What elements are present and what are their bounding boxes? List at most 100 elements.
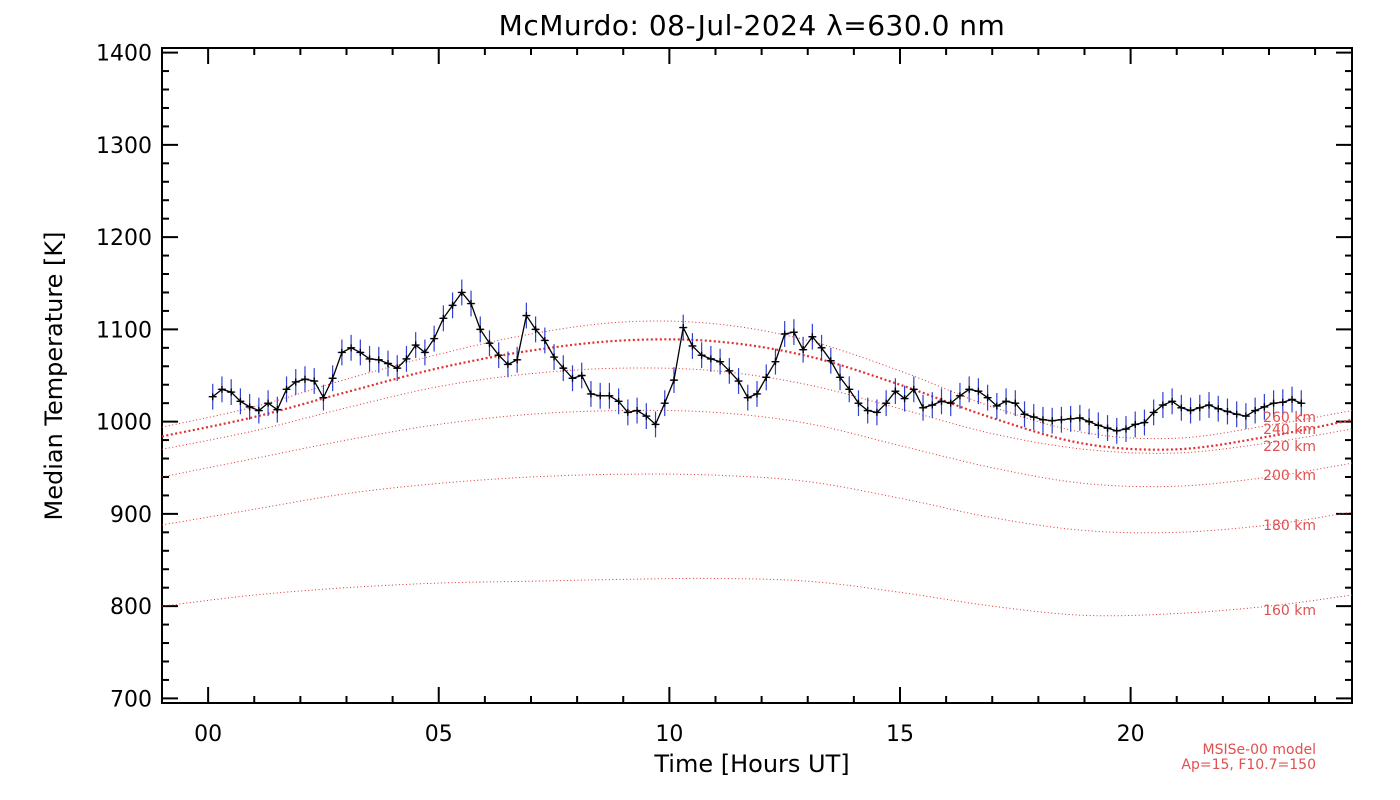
data-point	[301, 375, 309, 383]
y-tick-label: 1000	[96, 411, 152, 436]
model-curves	[161, 320, 1353, 617]
data-point	[771, 358, 779, 366]
data-point	[1288, 395, 1296, 403]
model-label: 240 km	[1263, 422, 1316, 438]
data-point	[375, 356, 383, 364]
y-axis-label: Median Temperature [K]	[40, 231, 68, 520]
data-point	[652, 420, 660, 428]
data-point	[569, 374, 577, 382]
x-tick-label: 10	[655, 722, 683, 747]
data-point	[901, 395, 909, 403]
data-point	[891, 387, 899, 395]
data-point	[1076, 414, 1084, 422]
data-point	[1205, 401, 1213, 409]
x-tick-label: 00	[194, 722, 222, 747]
data-point	[818, 344, 826, 352]
x-tick-label: 20	[1117, 722, 1145, 747]
y-tick-label: 900	[110, 503, 152, 528]
model-note-line-1: MSISe-00 model	[1202, 742, 1316, 758]
data-point	[1223, 407, 1231, 415]
data-point	[827, 357, 835, 365]
y-axis: 700 800 900 1000 1100 1200 1300 1400	[96, 42, 1352, 712]
data-point	[1113, 427, 1121, 435]
data-point	[744, 394, 752, 402]
data-point	[919, 404, 927, 412]
data-point	[679, 324, 687, 332]
data-point	[1067, 415, 1075, 423]
data-point	[246, 403, 254, 411]
model-curve-180-km	[161, 473, 1353, 534]
data-point	[1168, 397, 1176, 405]
data-point	[1196, 404, 1204, 412]
data-point	[1260, 403, 1268, 411]
model-curve-240-km	[161, 338, 1353, 451]
data-point	[522, 312, 530, 320]
data-point	[1242, 412, 1250, 420]
data-point	[366, 355, 374, 363]
data-point	[808, 333, 816, 341]
data-point	[356, 348, 364, 356]
data-point	[449, 301, 457, 309]
y-tick-label: 700	[110, 687, 152, 712]
data-point	[273, 406, 281, 414]
data-point	[799, 346, 807, 354]
data-point	[476, 325, 484, 333]
data-point	[1233, 410, 1241, 418]
data-point	[1251, 407, 1259, 415]
y-tick-label: 1300	[96, 134, 152, 159]
data-point	[458, 288, 466, 296]
data-point	[495, 351, 503, 359]
data-point	[836, 373, 844, 381]
plot-frame	[161, 47, 1353, 704]
data-point	[209, 393, 217, 401]
data-point	[1159, 401, 1167, 409]
data-point	[578, 372, 586, 379]
data-point	[1122, 425, 1130, 433]
data-point	[236, 397, 244, 405]
x-tick-label: 05	[425, 722, 453, 747]
data-point	[698, 351, 706, 359]
data-point	[670, 376, 678, 384]
data-point	[1011, 399, 1019, 407]
data-point	[1021, 410, 1029, 418]
x-tick-label: 15	[886, 722, 914, 747]
data-point	[227, 388, 235, 396]
data-point	[735, 377, 743, 385]
data-point	[393, 364, 401, 372]
data-point	[642, 412, 650, 420]
data-point	[688, 342, 696, 350]
data-point	[1131, 420, 1139, 428]
data-point	[753, 390, 761, 398]
data-point	[984, 394, 992, 402]
data-series	[209, 288, 1305, 435]
data-point	[1297, 399, 1305, 407]
data-point	[485, 339, 493, 347]
model-curve-200-km	[161, 409, 1353, 488]
data-point	[587, 390, 595, 398]
data-point	[329, 374, 337, 382]
model-curve-160-km	[161, 577, 1353, 617]
data-point	[854, 399, 862, 407]
error-bars	[208, 279, 1306, 444]
data-point	[1048, 417, 1056, 425]
data-point	[1187, 407, 1195, 415]
data-point	[1085, 418, 1093, 426]
data-point	[1150, 408, 1158, 416]
data-point	[541, 336, 549, 344]
data-point	[264, 399, 272, 407]
data-point	[338, 348, 346, 356]
data-point	[1270, 399, 1278, 407]
data-point	[430, 335, 438, 343]
data-point	[1057, 416, 1065, 424]
data-point	[596, 392, 604, 400]
y-tick-label: 800	[110, 595, 152, 620]
data-point	[910, 385, 918, 393]
data-point	[873, 408, 881, 416]
data-point	[1104, 424, 1112, 432]
y-tick-label: 1100	[96, 318, 152, 343]
data-point	[937, 397, 945, 405]
data-point	[559, 364, 567, 372]
data-point	[421, 348, 429, 356]
data-point	[1030, 413, 1038, 421]
data-point	[781, 330, 789, 338]
